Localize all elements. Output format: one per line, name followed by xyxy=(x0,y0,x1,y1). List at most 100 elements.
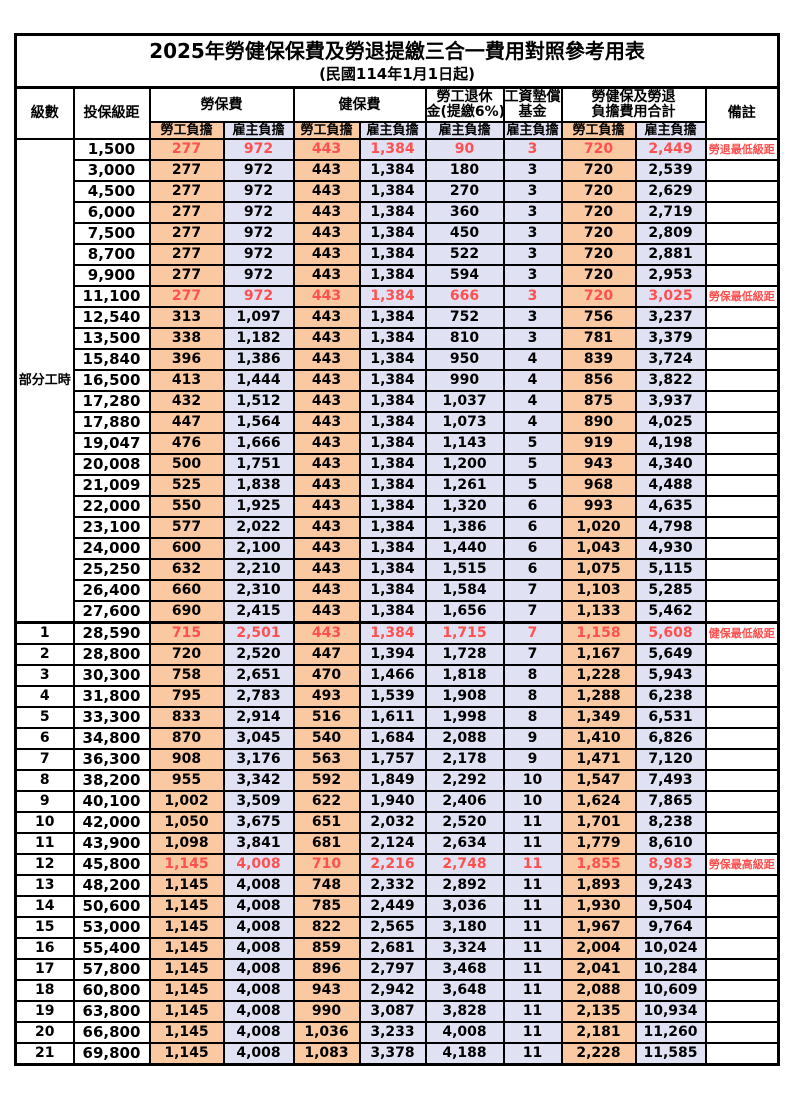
cell-wage-fund-employer: 11 xyxy=(502,1042,563,1066)
remark-cell xyxy=(704,727,780,750)
cell-labor-employee: 1,145 xyxy=(148,874,225,897)
cell-total-employer: 3,237 xyxy=(634,306,707,329)
part-time-group-label: 部分工時 xyxy=(14,138,75,624)
table-row: 20 66,800 1,145 4,008 1,036 3,233 4,008 11 2,181… xyxy=(14,1021,780,1044)
table-row: 12,540 313 1,097 443 1,384 752 3 756 3,237 xyxy=(16,306,780,329)
cell-total-employee: 1,228 xyxy=(560,664,637,687)
bracket-cell: 42,000 xyxy=(72,811,151,834)
cell-pension-employer: 1,818 xyxy=(424,664,505,687)
remark-cell xyxy=(704,664,780,687)
cell-pension-employer: 1,908 xyxy=(424,685,505,708)
cell-labor-employee: 550 xyxy=(148,495,225,518)
col-header-labor-fee: 勞保費 xyxy=(148,86,295,123)
cell-wage-fund-employer: 4 xyxy=(502,411,563,434)
cell-health-employer: 3,087 xyxy=(358,1000,427,1023)
remark-cell: 勞保最高級距 xyxy=(704,853,780,876)
remark-cell xyxy=(704,327,780,350)
table-row: 3,000 277 972 443 1,384 180 3 720 2,539 xyxy=(16,159,780,182)
remark-cell xyxy=(704,832,780,855)
cell-labor-employer: 4,008 xyxy=(222,895,295,918)
remark-cell xyxy=(704,411,780,434)
cell-total-employer: 3,025 xyxy=(634,285,707,308)
cell-health-employer: 1,384 xyxy=(358,432,427,455)
cell-total-employee: 1,075 xyxy=(560,558,637,581)
cell-wage-fund-employer: 3 xyxy=(502,285,563,308)
remark-cell xyxy=(704,558,780,581)
remark-cell xyxy=(704,979,780,1002)
cell-health-employee: 443 xyxy=(292,138,361,161)
cell-wage-fund-employer: 6 xyxy=(502,495,563,518)
cell-pension-employer: 1,261 xyxy=(424,474,505,497)
col-header-total-line2: 負擔費用合計 xyxy=(591,104,676,120)
page-subtitle: (民國114年1月1日起) xyxy=(319,64,475,83)
cell-labor-employee: 277 xyxy=(148,180,225,203)
cell-total-employer: 10,609 xyxy=(634,979,707,1002)
bracket-cell: 53,000 xyxy=(72,916,151,939)
col-header-wage-fund-line1: 工資墊償 xyxy=(504,89,561,105)
cell-total-employee: 1,624 xyxy=(560,790,637,813)
cell-pension-employer: 3,648 xyxy=(424,979,505,1002)
cell-total-employer: 3,822 xyxy=(634,369,707,392)
cell-pension-employer: 2,892 xyxy=(424,874,505,897)
bracket-cell: 20,008 xyxy=(72,453,151,476)
cell-total-employee: 1,133 xyxy=(560,600,637,624)
cell-total-employer: 2,539 xyxy=(634,159,707,182)
cell-labor-employee: 277 xyxy=(148,201,225,224)
cell-total-employee: 720 xyxy=(560,138,637,161)
table-row: 21,009 525 1,838 443 1,384 1,261 5 968 4,488 xyxy=(16,474,780,497)
grade-cell: 12 xyxy=(14,853,75,876)
cell-labor-employee: 432 xyxy=(148,390,225,413)
cell-health-employer: 1,384 xyxy=(358,537,427,560)
cell-labor-employer: 2,783 xyxy=(222,685,295,708)
bracket-cell: 15,840 xyxy=(72,348,151,371)
cell-health-employer: 1,466 xyxy=(358,664,427,687)
cell-labor-employee: 277 xyxy=(148,285,225,308)
cell-labor-employee: 1,145 xyxy=(148,1042,225,1066)
cell-wage-fund-employer: 4 xyxy=(502,369,563,392)
bracket-cell: 60,800 xyxy=(72,979,151,1002)
cell-wage-fund-employer: 8 xyxy=(502,664,563,687)
cell-labor-employer: 1,564 xyxy=(222,411,295,434)
bracket-cell: 30,300 xyxy=(72,664,151,687)
cell-wage-fund-employer: 11 xyxy=(502,958,563,981)
table-row: 17,280 432 1,512 443 1,384 1,037 4 875 3,937 xyxy=(16,390,780,413)
sub-header-total-employer: 雇主負擔 xyxy=(634,121,707,140)
cell-labor-employee: 313 xyxy=(148,306,225,329)
col-header-pension: 勞工退休 金(提繳6%) xyxy=(424,86,505,123)
remark-cell xyxy=(704,348,780,371)
cell-total-employer: 4,798 xyxy=(634,516,707,539)
table-row: 6,000 277 972 443 1,384 360 3 720 2,719 xyxy=(16,201,780,224)
remark-cell: 勞退最低級距 xyxy=(704,138,780,161)
cell-labor-employee: 1,050 xyxy=(148,811,225,834)
table-row: 14 50,600 1,145 4,008 785 2,449 3,036 11 1,930 9,… xyxy=(14,895,780,918)
cell-health-employee: 1,036 xyxy=(292,1021,361,1044)
bracket-cell: 17,880 xyxy=(72,411,151,434)
cell-labor-employer: 972 xyxy=(222,201,295,224)
cell-total-employer: 5,115 xyxy=(634,558,707,581)
cell-health-employer: 1,940 xyxy=(358,790,427,813)
cell-labor-employer: 1,666 xyxy=(222,432,295,455)
table-row: 2 28,800 720 2,520 447 1,394 1,728 7 1,167 5,649 xyxy=(14,643,780,666)
remark-cell xyxy=(704,874,780,897)
cell-labor-employer: 2,501 xyxy=(222,621,295,645)
cell-pension-employer: 522 xyxy=(424,243,505,266)
cell-total-employee: 1,893 xyxy=(560,874,637,897)
cell-wage-fund-employer: 11 xyxy=(502,1021,563,1044)
cell-labor-employee: 277 xyxy=(148,264,225,287)
cell-labor-employee: 277 xyxy=(148,138,225,161)
cell-labor-employee: 525 xyxy=(148,474,225,497)
cell-pension-employer: 1,200 xyxy=(424,453,505,476)
cell-labor-employer: 3,841 xyxy=(222,832,295,855)
remark-cell xyxy=(704,495,780,518)
remark-cell: 勞保最低級距 xyxy=(704,285,780,308)
table-row: 4,500 277 972 443 1,384 270 3 720 2,629 xyxy=(16,180,780,203)
table-row: 20,008 500 1,751 443 1,384 1,200 5 943 4,340 xyxy=(16,453,780,476)
table-row: 21 69,800 1,145 4,008 1,083 3,378 4,188 11 2,228… xyxy=(14,1042,780,1066)
cell-health-employee: 651 xyxy=(292,811,361,834)
col-header-total: 勞健保及勞退 負擔費用合計 xyxy=(560,86,707,123)
cell-health-employer: 2,216 xyxy=(358,853,427,876)
grade-cell: 18 xyxy=(14,979,75,1002)
cell-health-employee: 443 xyxy=(292,537,361,560)
cell-health-employee: 443 xyxy=(292,348,361,371)
cell-total-employer: 7,865 xyxy=(634,790,707,813)
